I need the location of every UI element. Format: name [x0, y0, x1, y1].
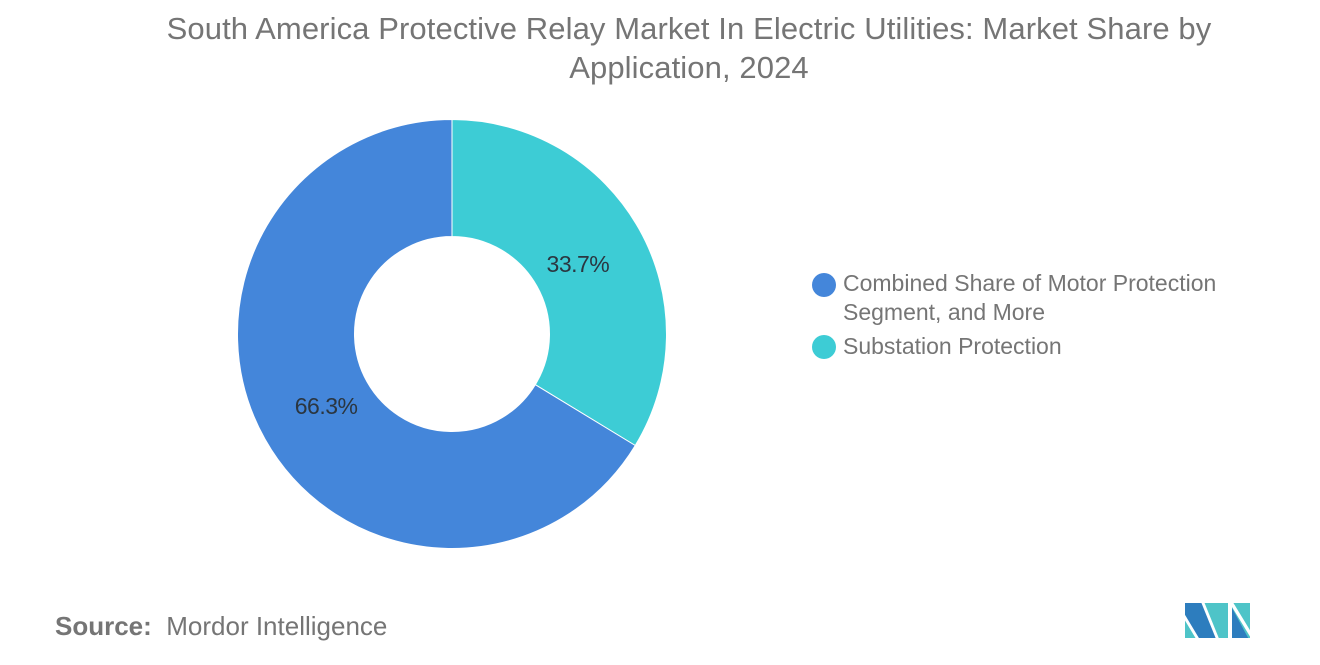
svg-text:33.7%: 33.7% — [547, 251, 610, 277]
svg-text:66.3%: 66.3% — [295, 393, 358, 419]
